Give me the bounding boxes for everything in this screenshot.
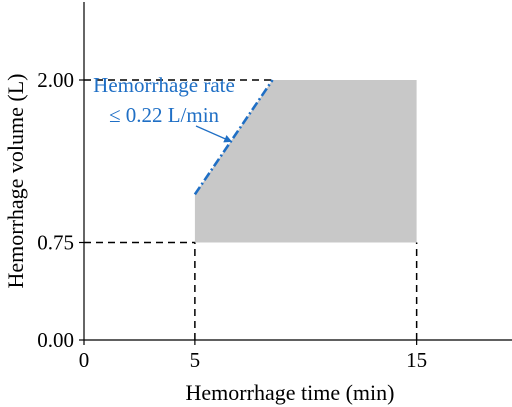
x-axis-label: Hemorrhage time (min) [186, 380, 395, 405]
annotation-arrow [195, 125, 233, 143]
x-tick-label-0: 0 [79, 348, 90, 372]
rate-line [193, 79, 274, 196]
annotation-line-2: ≤ 0.22 L/min [109, 103, 220, 127]
x-tick-label-2: 15 [406, 348, 427, 372]
y-tick-label-1: 0.75 [37, 231, 74, 255]
y-axis-label: Hemorrhage volume (L) [3, 73, 28, 288]
x-tick-label-1: 5 [190, 348, 201, 372]
y-tick-label-2: 2.00 [37, 68, 74, 92]
annotation-line-1: Hemorrhage rate [93, 73, 235, 97]
y-tick-label-0: 0.00 [37, 328, 74, 352]
shaded-region [194, 80, 417, 243]
